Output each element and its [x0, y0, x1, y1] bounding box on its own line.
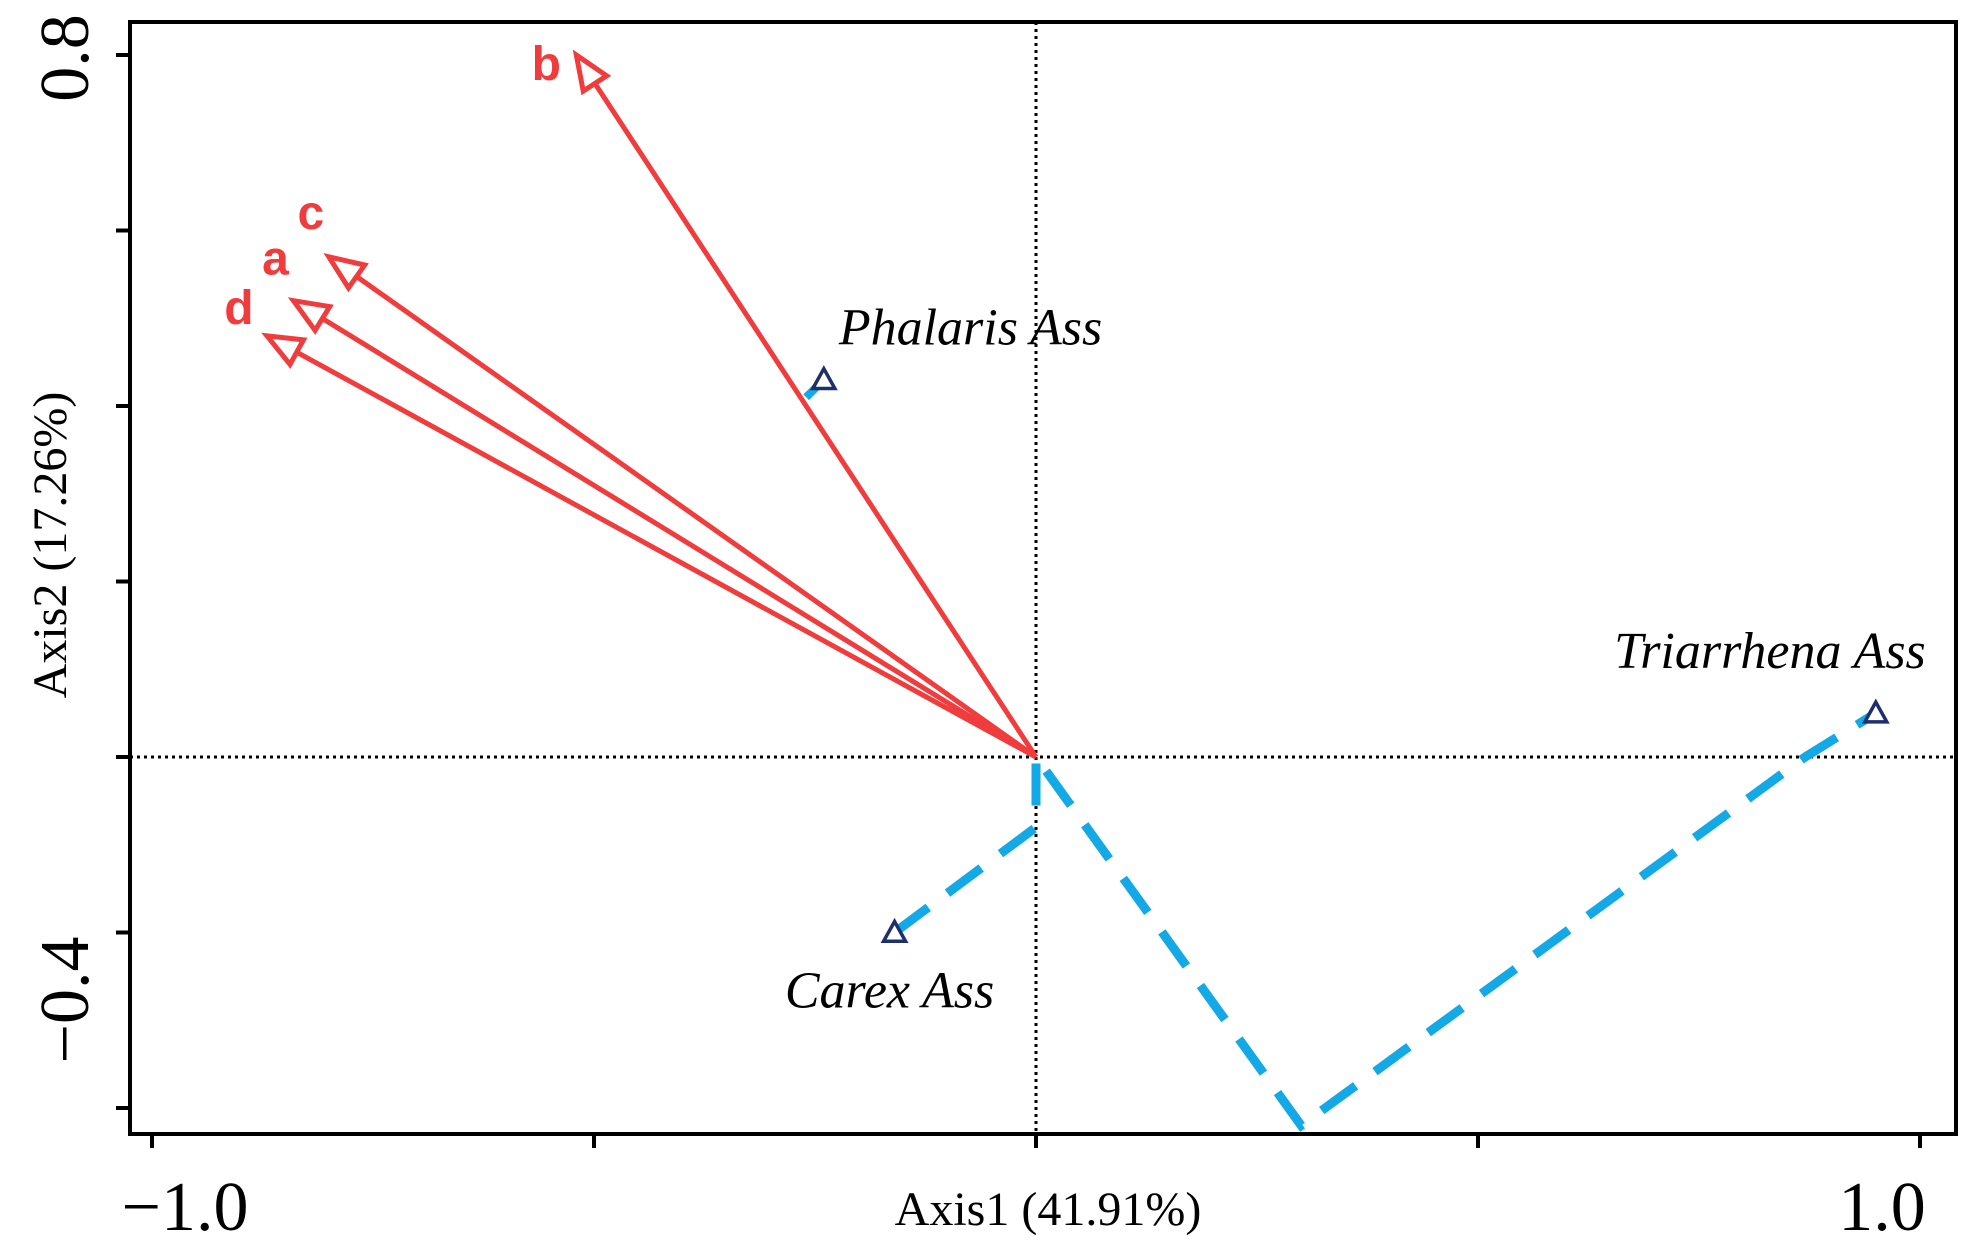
arrow-c-label: c: [297, 187, 324, 240]
arrow-d-shaft: [295, 349, 1038, 760]
arrow-c-head: [323, 253, 369, 293]
arrow-d-head: [261, 332, 308, 369]
x-tick-label-min: −1.0: [122, 1169, 249, 1246]
plot-frame: [128, 20, 1958, 1136]
arrow-b-head: [572, 49, 612, 96]
arrow-a-shaft: [321, 316, 1038, 760]
arrow-c-shaft: [355, 274, 1038, 760]
site-marker: [880, 917, 909, 944]
x-tick-label-max: 1.0: [1838, 1169, 1926, 1246]
site-marker: [809, 365, 838, 391]
site-label: Carex Ass: [785, 963, 994, 1020]
site-label: Triarrhena Ass: [1614, 623, 1926, 680]
site-marker: [1861, 698, 1890, 724]
arrow-layer: b cad: [224, 38, 1039, 760]
tick-layer: [116, 53, 1922, 1148]
dashed-connector: [891, 709, 1879, 1132]
arrow-d-label: d: [224, 282, 253, 335]
y-axis-title: Axis2 (17.26%): [24, 392, 77, 699]
site-label: Phalaris Ass: [838, 300, 1102, 357]
arrow-b-label: b: [532, 38, 561, 91]
reference-lines: [130, 22, 1956, 1134]
y-tick-label-min: −0.4: [27, 937, 104, 1064]
site-layer: Phalaris Ass Triarrhena Ass Carex Ass: [785, 300, 1926, 1020]
y-tick-label-max: 0.8: [27, 14, 104, 102]
arrow-a-head: [287, 297, 334, 335]
arrow-a-label: a: [262, 233, 289, 286]
arrow-b-shaft: [592, 82, 1039, 759]
x-axis-title: Axis1 (41.91%): [895, 1183, 1202, 1236]
